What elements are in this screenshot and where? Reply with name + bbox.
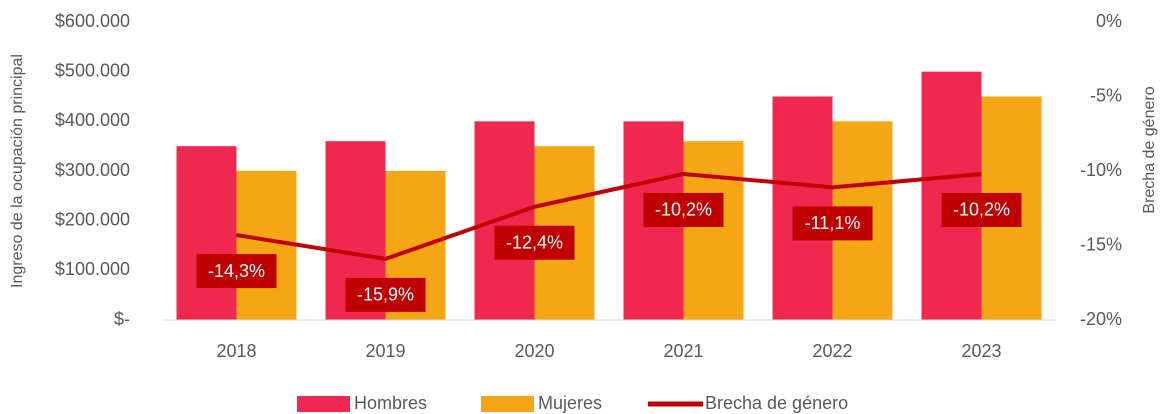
value-label-box [792, 206, 873, 241]
y-tick-label: $100.000 [55, 259, 130, 279]
legend-swatch [297, 396, 350, 412]
value-label: -15,9% [357, 285, 414, 305]
y-axis-title: Ingreso de la ocupación principal [9, 54, 26, 288]
x-tick-label: 2023 [961, 341, 1001, 361]
y2-tick-label: -15% [1080, 234, 1122, 254]
legend-label: Brecha de género [705, 393, 848, 413]
bar [474, 121, 535, 320]
legend-swatch [481, 396, 534, 412]
y2-axis-title: Brecha de género [1141, 86, 1158, 213]
x-tick-label: 2021 [663, 341, 703, 361]
value-label: -14,3% [208, 261, 265, 281]
x-tick-label: 2018 [216, 341, 256, 361]
legend-label: Mujeres [538, 393, 602, 413]
y-tick-label: $500.000 [55, 60, 130, 80]
value-label: -12,4% [506, 233, 563, 253]
value-label: -10,2% [953, 200, 1010, 220]
value-label-box [494, 225, 575, 260]
y-tick-label: $400.000 [55, 110, 130, 130]
y-tick-label: $200.000 [55, 209, 130, 229]
x-tick-label: 2019 [365, 341, 405, 361]
x-tick-label: 2022 [812, 341, 852, 361]
x-tick-label: 2020 [514, 341, 554, 361]
value-label-box [643, 192, 724, 227]
y2-tick-label: -10% [1080, 160, 1122, 180]
y-tick-label: $- [114, 309, 130, 329]
y-tick-label: $300.000 [55, 160, 130, 180]
value-label-box [345, 277, 426, 312]
bar [176, 146, 237, 320]
line [236, 171, 982, 261]
y2-tick-label: -20% [1080, 309, 1122, 329]
bar [683, 141, 744, 320]
value-label: -11,1% [805, 213, 861, 233]
y2-tick-label: -5% [1090, 85, 1122, 105]
y-tick-label: $600.000 [55, 11, 130, 31]
bar [236, 171, 297, 320]
value-label-box [941, 192, 1022, 227]
value-label: -10,2% [655, 200, 712, 220]
y2-tick-label: 0% [1096, 11, 1122, 31]
value-label-box [196, 254, 277, 289]
legend-label: Hombres [354, 393, 427, 413]
